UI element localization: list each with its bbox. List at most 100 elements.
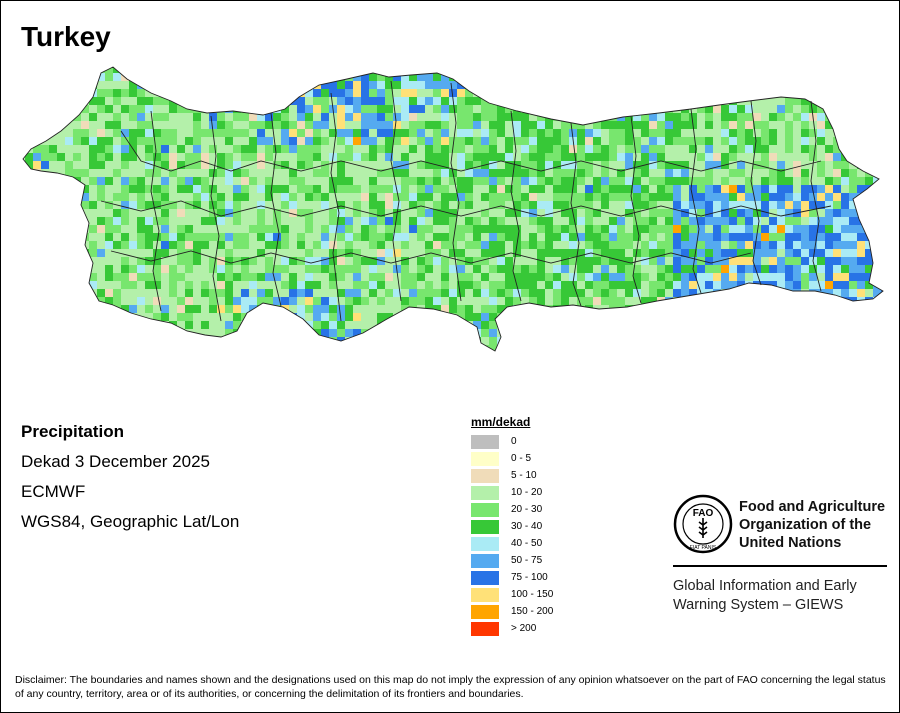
raster-cell bbox=[73, 97, 81, 105]
raster-cell bbox=[481, 297, 489, 305]
raster-cell bbox=[401, 281, 409, 289]
raster-cell bbox=[145, 201, 153, 209]
raster-cell bbox=[49, 257, 57, 265]
raster-cell bbox=[609, 241, 617, 249]
raster-cell bbox=[553, 193, 561, 201]
raster-cell bbox=[65, 265, 73, 273]
raster-cell bbox=[817, 153, 825, 161]
raster-cell bbox=[825, 193, 833, 201]
raster-cell bbox=[433, 169, 441, 177]
raster-cell bbox=[689, 177, 697, 185]
raster-cell bbox=[881, 305, 883, 313]
raster-cell bbox=[465, 81, 473, 89]
raster-cell bbox=[689, 113, 697, 121]
raster-cell bbox=[121, 265, 129, 273]
raster-cell bbox=[97, 209, 105, 217]
raster-cell bbox=[713, 137, 721, 145]
raster-cell bbox=[561, 241, 569, 249]
raster-cell bbox=[449, 305, 457, 313]
raster-cell bbox=[409, 217, 417, 225]
raster-cell bbox=[241, 329, 249, 337]
raster-cell bbox=[577, 67, 585, 73]
raster-cell bbox=[521, 113, 529, 121]
raster-cell bbox=[513, 145, 521, 153]
raster-cell bbox=[673, 233, 681, 241]
raster-cell bbox=[329, 241, 337, 249]
raster-cell bbox=[729, 241, 737, 249]
raster-cell bbox=[41, 209, 49, 217]
raster-cell bbox=[105, 345, 113, 351]
raster-cell bbox=[209, 297, 217, 305]
raster-cell bbox=[57, 297, 65, 305]
raster-cell bbox=[833, 249, 841, 257]
raster-cell bbox=[457, 161, 465, 169]
raster-cell bbox=[465, 225, 473, 233]
raster-cell bbox=[761, 169, 769, 177]
raster-cell bbox=[873, 217, 881, 225]
raster-cell bbox=[329, 217, 337, 225]
raster-cell bbox=[105, 137, 113, 145]
raster-cell bbox=[193, 137, 201, 145]
raster-cell bbox=[729, 233, 737, 241]
raster-cell bbox=[337, 201, 345, 209]
raster-cell bbox=[849, 273, 857, 281]
raster-cell bbox=[593, 289, 601, 297]
raster-cell bbox=[849, 105, 857, 113]
raster-cell bbox=[873, 137, 881, 145]
raster-cell bbox=[881, 345, 883, 351]
raster-cell bbox=[793, 193, 801, 201]
raster-cell bbox=[793, 161, 801, 169]
raster-cell bbox=[241, 81, 249, 89]
raster-cell bbox=[353, 105, 361, 113]
raster-cell bbox=[417, 297, 425, 305]
raster-cell bbox=[545, 97, 553, 105]
raster-cell bbox=[345, 137, 353, 145]
raster-cell bbox=[713, 297, 721, 305]
raster-cell bbox=[873, 169, 881, 177]
raster-cell bbox=[833, 81, 841, 89]
raster-cell bbox=[737, 217, 745, 225]
raster-cell bbox=[825, 129, 833, 137]
raster-cell bbox=[177, 177, 185, 185]
raster-cell bbox=[545, 73, 553, 81]
raster-cell bbox=[705, 73, 713, 81]
raster-cell bbox=[209, 105, 217, 113]
raster-cell bbox=[73, 185, 81, 193]
raster-cell bbox=[577, 313, 585, 321]
raster-cell bbox=[321, 225, 329, 233]
raster-cell bbox=[529, 329, 537, 337]
raster-cell bbox=[337, 97, 345, 105]
raster-cell bbox=[713, 97, 721, 105]
raster-cell bbox=[265, 273, 273, 281]
raster-cell bbox=[185, 201, 193, 209]
raster-cell bbox=[441, 185, 449, 193]
raster-cell bbox=[25, 233, 33, 241]
raster-cell bbox=[753, 305, 761, 313]
raster-cell bbox=[201, 249, 209, 257]
raster-cell bbox=[217, 345, 225, 351]
raster-cell bbox=[145, 129, 153, 137]
raster-cell bbox=[753, 177, 761, 185]
raster-cell bbox=[825, 257, 833, 265]
raster-cell bbox=[457, 185, 465, 193]
raster-cell bbox=[681, 89, 689, 97]
raster-cell bbox=[81, 265, 89, 273]
raster-cell bbox=[23, 73, 25, 81]
raster-cell bbox=[241, 297, 249, 305]
raster-cell bbox=[841, 161, 849, 169]
turkey-precipitation-map bbox=[22, 66, 884, 352]
raster-cell bbox=[65, 289, 73, 297]
raster-cell bbox=[377, 193, 385, 201]
raster-cell bbox=[769, 113, 777, 121]
raster-cell bbox=[753, 345, 761, 351]
raster-cell bbox=[25, 193, 33, 201]
raster-cell bbox=[465, 281, 473, 289]
raster-cell bbox=[441, 201, 449, 209]
raster-cell bbox=[505, 129, 513, 137]
raster-cell bbox=[137, 289, 145, 297]
raster-cell bbox=[313, 345, 321, 351]
raster-cell bbox=[185, 297, 193, 305]
raster-cell bbox=[777, 145, 785, 153]
raster-cell bbox=[777, 249, 785, 257]
raster-cell bbox=[425, 289, 433, 297]
